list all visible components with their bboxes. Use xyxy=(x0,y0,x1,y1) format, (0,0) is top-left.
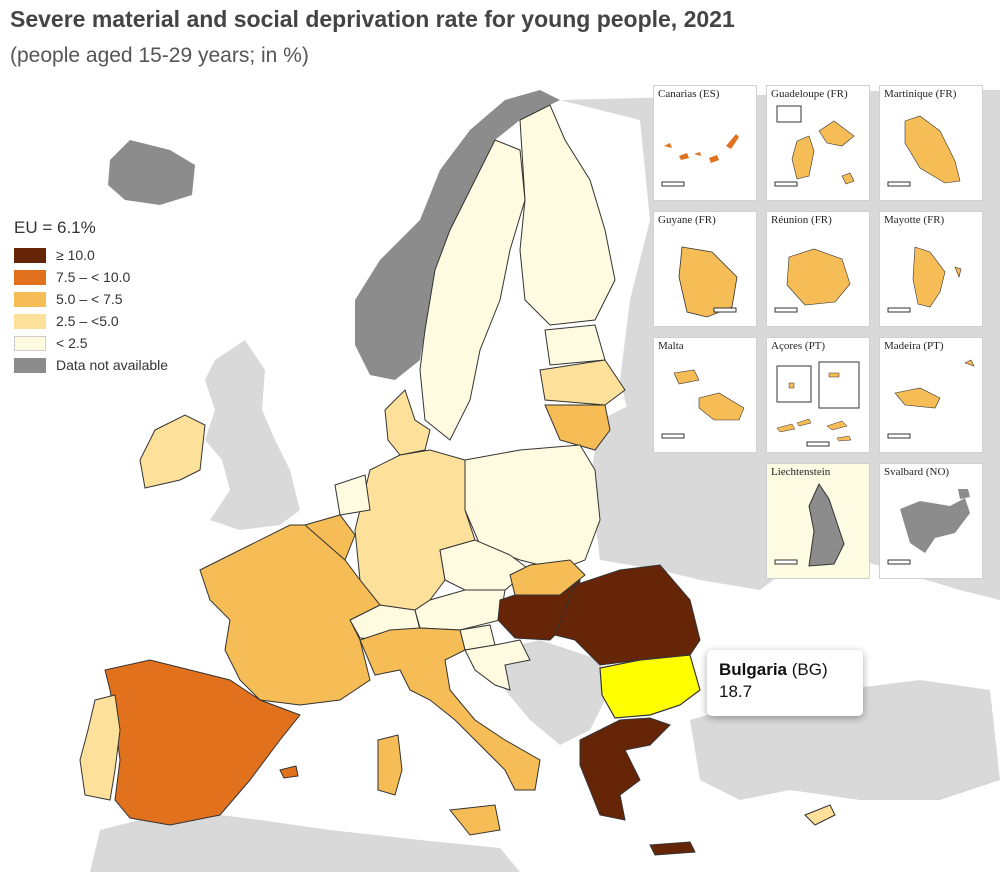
region-balkans-non-eu xyxy=(495,640,605,745)
region-latvia xyxy=(539,359,626,406)
tooltip-country-name: Bulgaria xyxy=(719,660,788,679)
region-lithuania xyxy=(544,404,611,451)
inset-label: Réunion (FR) xyxy=(771,214,832,226)
legend-swatch xyxy=(14,313,46,329)
inset-mayotte: Mayotte (FR) xyxy=(879,211,983,327)
legend-label: 5.0 – < 7.5 xyxy=(56,291,123,307)
region-greece xyxy=(579,717,671,821)
country-tooltip: Bulgaria (BG) 18.7 xyxy=(707,650,863,716)
inset-label: Guyane (FR) xyxy=(658,214,716,226)
legend-swatch xyxy=(14,357,46,373)
legend-item: 2.5 – <5.0 xyxy=(14,310,168,332)
inset-canarias: Canarias (ES) xyxy=(653,85,757,201)
region-sicily xyxy=(449,804,501,836)
legend-item: 7.5 – < 10.0 xyxy=(14,266,168,288)
inset-label: Madeira (PT) xyxy=(884,340,944,352)
legend-label: 2.5 – <5.0 xyxy=(56,313,119,329)
inset-acores: Açores (PT) xyxy=(766,337,870,453)
legend-eu-average: EU = 6.1% xyxy=(14,218,96,237)
page-title: Severe material and social deprivation r… xyxy=(10,6,735,32)
tooltip-value: 18.7 xyxy=(719,682,753,701)
region-sweden xyxy=(419,139,526,441)
region-cyprus xyxy=(804,804,836,826)
region-italy xyxy=(359,627,541,791)
legend-swatch xyxy=(14,291,46,307)
legend-item: ≥ 10.0 xyxy=(14,244,168,266)
region-croatia xyxy=(464,639,531,691)
region-norway xyxy=(355,90,560,380)
inset-malta: Malta xyxy=(653,337,757,453)
region-finland xyxy=(519,104,616,326)
inset-label: Liechtenstein xyxy=(771,466,831,478)
inset-guyane: Guyane (FR) xyxy=(653,211,757,327)
legend-item: 5.0 – < 7.5 xyxy=(14,288,168,310)
inset-madeira: Madeira (PT) xyxy=(879,337,983,453)
page-subtitle: (people aged 15-29 years; in %) xyxy=(10,44,309,67)
inset-label: Canarias (ES) xyxy=(658,88,720,100)
inset-label: Mayotte (FR) xyxy=(884,214,945,226)
region-ireland xyxy=(139,414,206,489)
region-bulgaria[interactable] xyxy=(599,654,701,719)
inset-svalbard: Svalbard (NO) xyxy=(879,463,983,579)
region-north-africa xyxy=(90,810,520,872)
legend-label: < 2.5 xyxy=(56,335,88,351)
legend-label: ≥ 10.0 xyxy=(56,247,95,263)
region-netherlands xyxy=(334,474,371,516)
legend-swatch xyxy=(14,269,46,285)
inset-label: Guadeloupe (FR) xyxy=(771,88,848,100)
region-belarus-ukraine xyxy=(590,400,800,590)
inset-label: Martinique (FR) xyxy=(884,88,957,100)
legend: EU = 6.1% ≥ 10.0 7.5 – < 10.0 5.0 – < 7.… xyxy=(14,218,168,376)
tooltip-country-code: (BG) xyxy=(791,660,828,679)
inset-label: Svalbard (NO) xyxy=(884,466,950,478)
region-iceland xyxy=(108,140,195,205)
legend-item: < 2.5 xyxy=(14,332,168,354)
legend-item: Data not available xyxy=(14,354,168,376)
legend-swatch xyxy=(14,247,46,263)
inset-label: Açores (PT) xyxy=(771,340,826,352)
region-estonia xyxy=(544,324,606,366)
region-sardinia xyxy=(377,734,403,796)
region-balearic xyxy=(279,765,299,779)
inset-reunion: Réunion (FR) xyxy=(766,211,870,327)
region-crete xyxy=(649,841,696,856)
region-france xyxy=(199,524,381,706)
legend-label: Data not available xyxy=(56,357,169,373)
region-portugal xyxy=(79,694,121,801)
tooltip-country: Bulgaria (BG) xyxy=(719,660,851,680)
inset-liechtenstein: Liechtenstein xyxy=(766,463,870,579)
inset-label: Malta xyxy=(658,340,684,352)
region-uk xyxy=(205,340,300,530)
inset-guadeloupe: Guadeloupe (FR) xyxy=(766,85,870,201)
legend-swatch xyxy=(14,335,46,351)
inset-martinique: Martinique (FR) xyxy=(879,85,983,201)
legend-label: 7.5 – < 10.0 xyxy=(56,269,131,285)
region-poland xyxy=(464,444,601,571)
region-denmark xyxy=(384,389,431,456)
